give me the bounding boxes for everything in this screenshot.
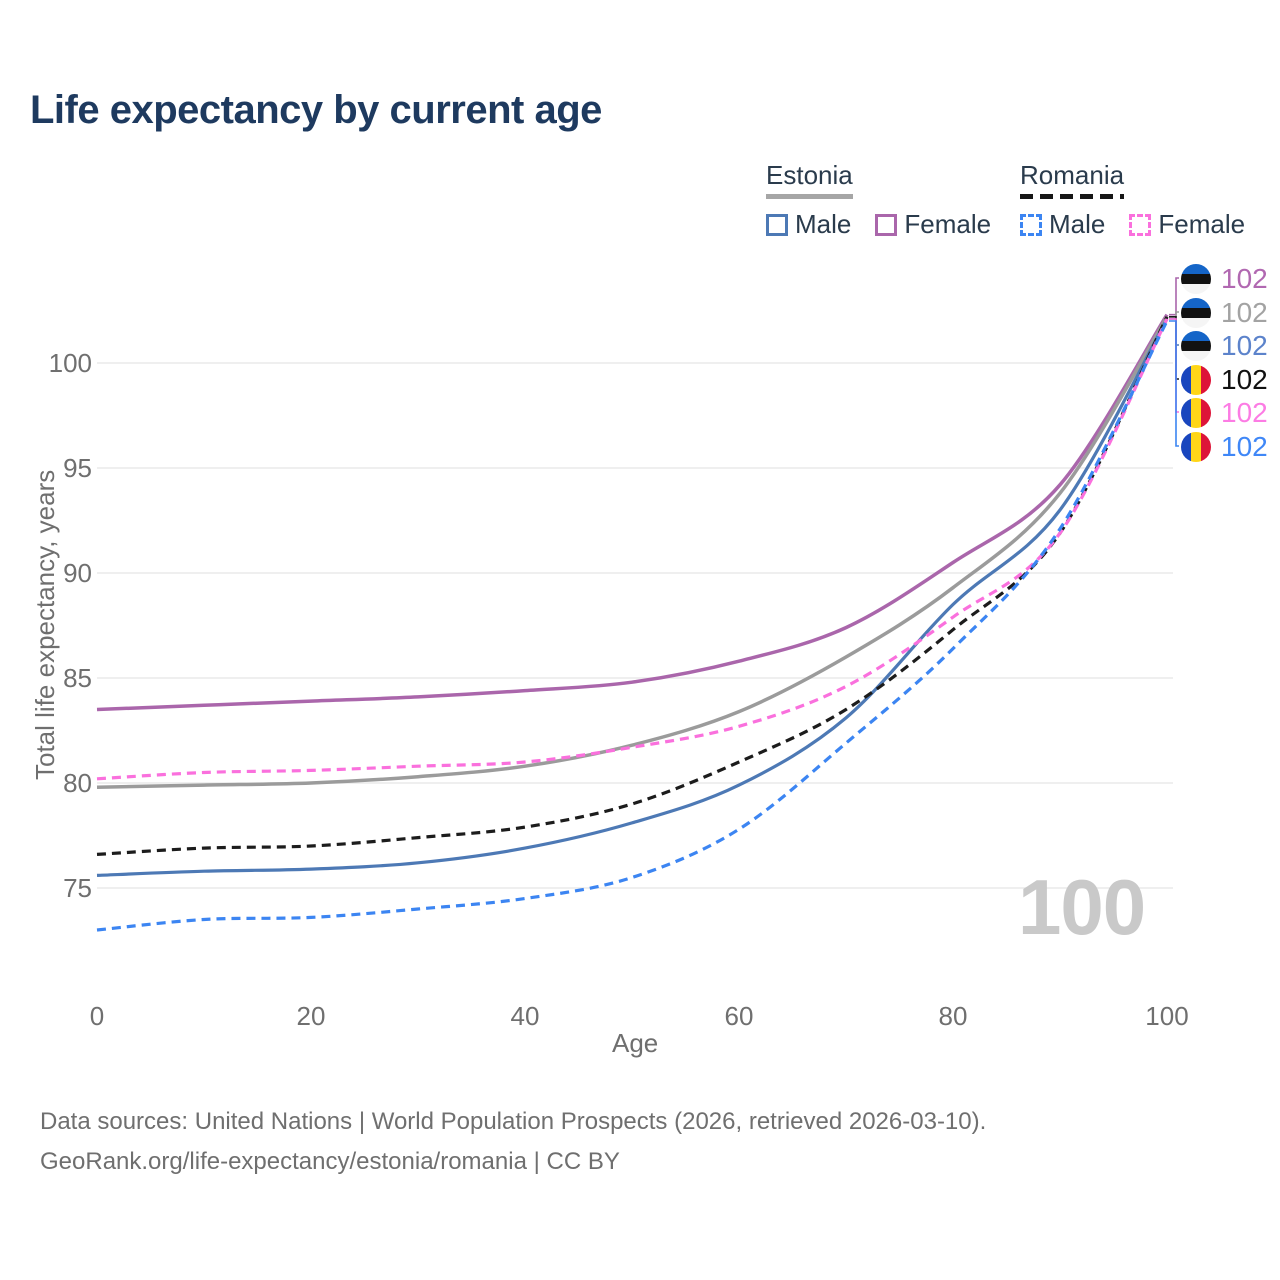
end-label-row-romania-female: 102 — [1181, 397, 1268, 429]
estonia-line-swatch — [766, 194, 853, 199]
end-value-romania-female: 102 — [1221, 397, 1268, 428]
estonia-flag-icon — [1181, 298, 1211, 328]
x-tick-0: 0 — [89, 1001, 105, 1031]
y-tick-85: 85 — [63, 663, 92, 693]
footer-attribution[interactable]: GeoRank.org/life-expectancy/estonia/roma… — [40, 1148, 620, 1175]
end-value-romania-both-sexes: 102 — [1221, 364, 1268, 395]
series-line-estonia-male — [96, 318, 1169, 877]
legend-romania-title: Romania — [1020, 160, 1125, 190]
page-title: Life expectancy by current age — [30, 88, 602, 132]
end-value-estonia-both-sexes: 102 — [1221, 297, 1268, 328]
romania-male-swatch[interactable] — [1020, 213, 1042, 236]
legend-group-estonia: Estonia Male Female — [766, 160, 1020, 240]
series-line-estonia-female — [96, 313, 1169, 712]
legend: Estonia Male Female Romania Male Female — [766, 160, 1269, 240]
end-value-estonia-male: 102 — [1221, 330, 1268, 361]
x-tick-60: 60 — [724, 1001, 754, 1031]
series-line-romania-female — [96, 318, 1169, 781]
romania-female-swatch[interactable] — [1129, 213, 1152, 236]
romania-line-swatch — [1020, 194, 1125, 199]
y-tick-75: 75 — [63, 873, 92, 903]
leader-line-estonia-male — [1169, 318, 1179, 346]
end-label-row-romania-both-sexes: 102 — [1181, 364, 1268, 396]
hover-age-watermark: 100 — [1018, 863, 1146, 951]
romania-flag-icon — [1181, 398, 1211, 428]
estonia-flag-icon — [1181, 331, 1211, 361]
series-line-estonia-both-sexes — [96, 315, 1169, 789]
y-tick-95: 95 — [63, 453, 92, 483]
end-value-estonia-female: 102 — [1221, 263, 1268, 294]
footer-data-sources: Data sources: United Nations | World Pop… — [40, 1108, 987, 1135]
x-tick-100: 100 — [1145, 1001, 1189, 1031]
end-label-row-romania-male: 102 — [1181, 431, 1268, 463]
romania-flag-icon — [1181, 432, 1211, 462]
y-axis-title: Total life expectancy, years — [30, 469, 60, 780]
leader-line-romania-female — [1169, 318, 1179, 413]
x-tick-40: 40 — [510, 1001, 540, 1031]
end-value-romania-male: 102 — [1221, 431, 1268, 462]
legend-romania-female-label[interactable]: Female — [1158, 209, 1246, 239]
estonia-female-swatch[interactable] — [875, 213, 898, 236]
legend-estonia-male-label[interactable]: Male — [795, 209, 852, 239]
end-label-row-estonia-male: 102 — [1181, 330, 1268, 362]
x-tick-80: 80 — [938, 1001, 968, 1031]
estonia-flag-icon — [1181, 264, 1211, 294]
y-tick-80: 80 — [63, 768, 92, 798]
leader-line-estonia-female — [1169, 277, 1179, 316]
x-axis-title: Age — [612, 1028, 659, 1058]
series-line-romania-male — [96, 320, 1169, 932]
estonia-male-swatch[interactable] — [766, 213, 788, 236]
leader-line-romania-both-sexes — [1169, 316, 1179, 380]
y-tick-90: 90 — [63, 558, 92, 588]
leader-line-romania-male — [1169, 320, 1179, 447]
end-label-row-estonia-female: 102 — [1181, 263, 1268, 295]
end-label-row-estonia-both-sexes: 102 — [1181, 297, 1268, 329]
legend-estonia-female-label[interactable]: Female — [904, 209, 992, 239]
legend-estonia-title: Estonia — [766, 160, 853, 190]
romania-flag-icon — [1181, 365, 1211, 395]
x-tick-20: 20 — [296, 1001, 326, 1031]
legend-group-romania: Romania Male Female — [1020, 160, 1269, 240]
y-tick-100: 100 — [48, 348, 92, 378]
legend-romania-male-label[interactable]: Male — [1049, 209, 1106, 239]
